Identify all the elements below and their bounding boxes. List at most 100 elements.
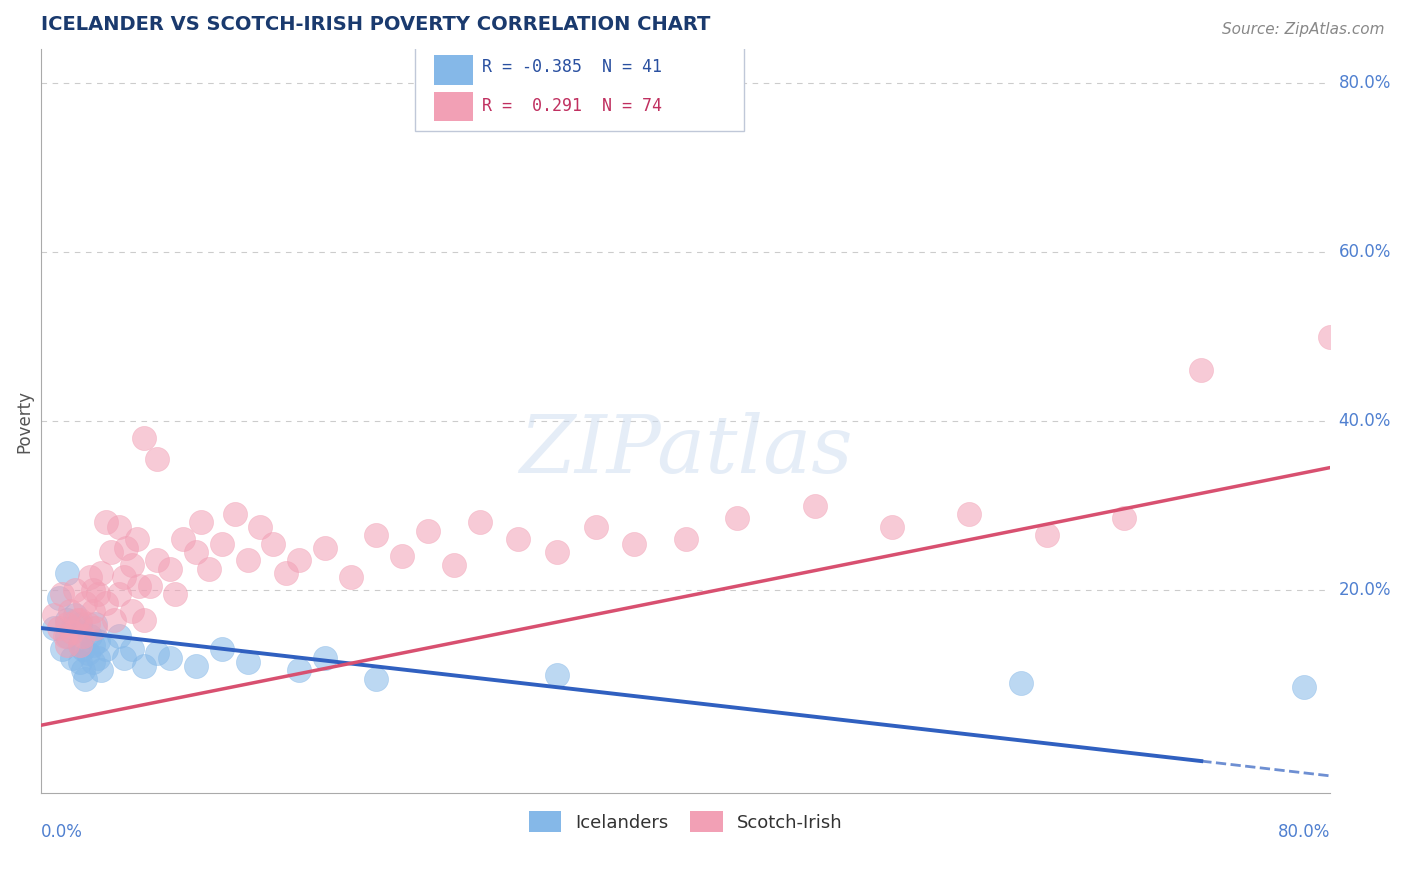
Text: 0.0%: 0.0% — [41, 823, 83, 841]
Point — [63, 621, 86, 635]
Point — [658, 528, 681, 542]
Point — [433, 533, 456, 547]
Point — [79, 630, 101, 644]
Point — [49, 621, 72, 635]
Point — [1189, 714, 1212, 728]
Point — [304, 516, 326, 530]
Point — [79, 519, 101, 533]
Point — [49, 650, 72, 665]
Point — [135, 562, 157, 576]
Point — [56, 663, 79, 677]
Point — [70, 516, 93, 530]
Point — [465, 511, 488, 525]
Point — [191, 663, 214, 677]
Point — [62, 582, 84, 597]
Point — [62, 604, 84, 618]
Text: 20.0%: 20.0% — [1339, 581, 1391, 599]
Point — [44, 587, 66, 601]
Point — [67, 566, 90, 581]
Point — [38, 621, 60, 635]
Point — [127, 659, 149, 673]
Point — [94, 613, 117, 627]
Point — [191, 553, 214, 567]
Text: 80.0%: 80.0% — [1339, 74, 1391, 92]
Point — [103, 553, 125, 567]
Point — [328, 533, 350, 547]
Point — [49, 625, 72, 640]
Point — [41, 621, 63, 635]
Point — [111, 650, 134, 665]
Point — [59, 647, 82, 661]
Point — [48, 604, 70, 618]
Point — [150, 507, 173, 521]
Point — [835, 329, 858, 343]
Point — [46, 616, 69, 631]
Point — [1189, 503, 1212, 517]
Point — [1126, 659, 1149, 673]
Point — [87, 642, 110, 657]
Point — [159, 655, 181, 669]
Point — [98, 579, 121, 593]
Text: ZIPatlas: ZIPatlas — [519, 412, 852, 490]
Point — [643, 676, 665, 690]
Point — [129, 516, 152, 530]
Point — [127, 545, 149, 559]
Point — [207, 541, 229, 555]
Point — [610, 507, 633, 521]
Point — [82, 570, 104, 584]
FancyBboxPatch shape — [434, 54, 472, 85]
Point — [207, 650, 229, 665]
Point — [51, 608, 73, 623]
Point — [66, 587, 89, 601]
Point — [562, 519, 585, 533]
Point — [103, 647, 125, 661]
Point — [55, 616, 77, 631]
Text: R = -0.385  N = 41: R = -0.385 N = 41 — [482, 58, 662, 76]
Y-axis label: Poverty: Poverty — [15, 390, 32, 452]
Point — [183, 566, 205, 581]
Point — [66, 650, 89, 665]
Point — [513, 499, 536, 513]
Point — [143, 536, 166, 550]
Point — [46, 638, 69, 652]
Point — [66, 633, 89, 648]
Point — [224, 570, 246, 584]
Legend: Icelanders, Scotch-Irish: Icelanders, Scotch-Irish — [522, 805, 851, 839]
Point — [111, 562, 134, 576]
Point — [55, 613, 77, 627]
Point — [87, 558, 110, 572]
Point — [377, 519, 399, 533]
Point — [114, 587, 136, 601]
Point — [45, 630, 67, 644]
Point — [52, 613, 75, 627]
Point — [67, 663, 90, 677]
Point — [58, 672, 80, 686]
Point — [820, 680, 842, 694]
Point — [1029, 516, 1052, 530]
Point — [56, 642, 79, 657]
Point — [70, 596, 93, 610]
Point — [62, 655, 84, 669]
Point — [63, 616, 86, 631]
Point — [44, 642, 66, 657]
Text: 40.0%: 40.0% — [1339, 412, 1391, 430]
Point — [60, 570, 83, 584]
Text: Source: ZipAtlas.com: Source: ZipAtlas.com — [1222, 22, 1385, 37]
Point — [1077, 706, 1099, 720]
Point — [82, 650, 104, 665]
Point — [46, 566, 69, 581]
Text: 60.0%: 60.0% — [1339, 244, 1391, 261]
Point — [38, 608, 60, 623]
Point — [755, 363, 778, 377]
Point — [353, 667, 375, 681]
Point — [83, 541, 105, 555]
Point — [60, 630, 83, 644]
Point — [46, 630, 69, 644]
Text: ICELANDER VS SCOTCH-IRISH POVERTY CORRELATION CHART: ICELANDER VS SCOTCH-IRISH POVERTY CORREL… — [41, 15, 710, 34]
Point — [176, 536, 198, 550]
Point — [94, 659, 117, 673]
Point — [41, 591, 63, 606]
Point — [51, 582, 73, 597]
Point — [271, 524, 294, 538]
Point — [90, 533, 112, 547]
